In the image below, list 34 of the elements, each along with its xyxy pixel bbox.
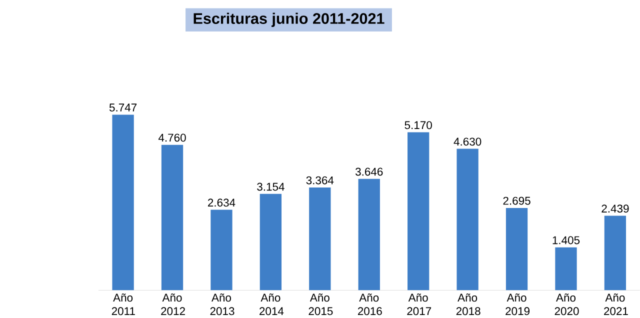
x-tick-label: Año 2014: [260, 293, 284, 316]
bar: [210, 210, 232, 290]
data-label: 4.630: [454, 138, 482, 146]
chart-title: Escrituras junio 2011-2021: [194, 12, 384, 27]
x-tick-label: Año 2012: [161, 293, 185, 316]
bar: [309, 187, 331, 290]
data-label: 2.695: [503, 196, 530, 205]
bar: [506, 208, 528, 290]
data-label: 5.747: [109, 104, 137, 112]
x-tick-label: Año 2021: [604, 293, 628, 316]
x-tick-label: Año 2019: [506, 293, 530, 316]
bar: [358, 178, 380, 290]
x-tick-label: Año 2018: [456, 293, 480, 316]
x-tick-label: Año 2017: [407, 293, 432, 316]
data-label: 3.646: [355, 168, 383, 176]
bar: [456, 148, 478, 290]
x-tick-label: Año 2013: [210, 293, 234, 316]
data-label: 2.634: [208, 198, 236, 207]
data-label: 3.364: [306, 176, 334, 184]
bar: [161, 144, 184, 290]
data-label: 3.154: [257, 182, 284, 191]
bar: [604, 216, 626, 290]
x-tick-label: Año 2011: [112, 293, 135, 316]
data-label: 2.439: [602, 204, 629, 213]
data-label: 5.170: [404, 121, 432, 130]
x-tick-label: Año 2016: [358, 293, 382, 316]
bar: [408, 132, 430, 290]
data-label: 4.760: [158, 134, 186, 142]
x-tick-label: Año 2015: [308, 293, 333, 316]
bar: [260, 194, 282, 290]
bar: [555, 247, 577, 290]
x-tick-label: Año 2020: [554, 293, 579, 316]
data-label: 1.405: [552, 236, 580, 244]
bar: [112, 114, 134, 290]
